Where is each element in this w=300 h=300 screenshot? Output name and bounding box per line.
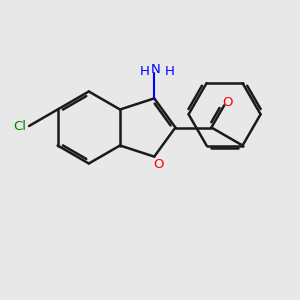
Text: Cl: Cl [13, 119, 26, 133]
Text: O: O [222, 96, 232, 109]
Text: O: O [154, 158, 164, 171]
Text: N: N [151, 63, 160, 76]
Text: H: H [165, 65, 175, 78]
Text: H: H [140, 65, 150, 78]
